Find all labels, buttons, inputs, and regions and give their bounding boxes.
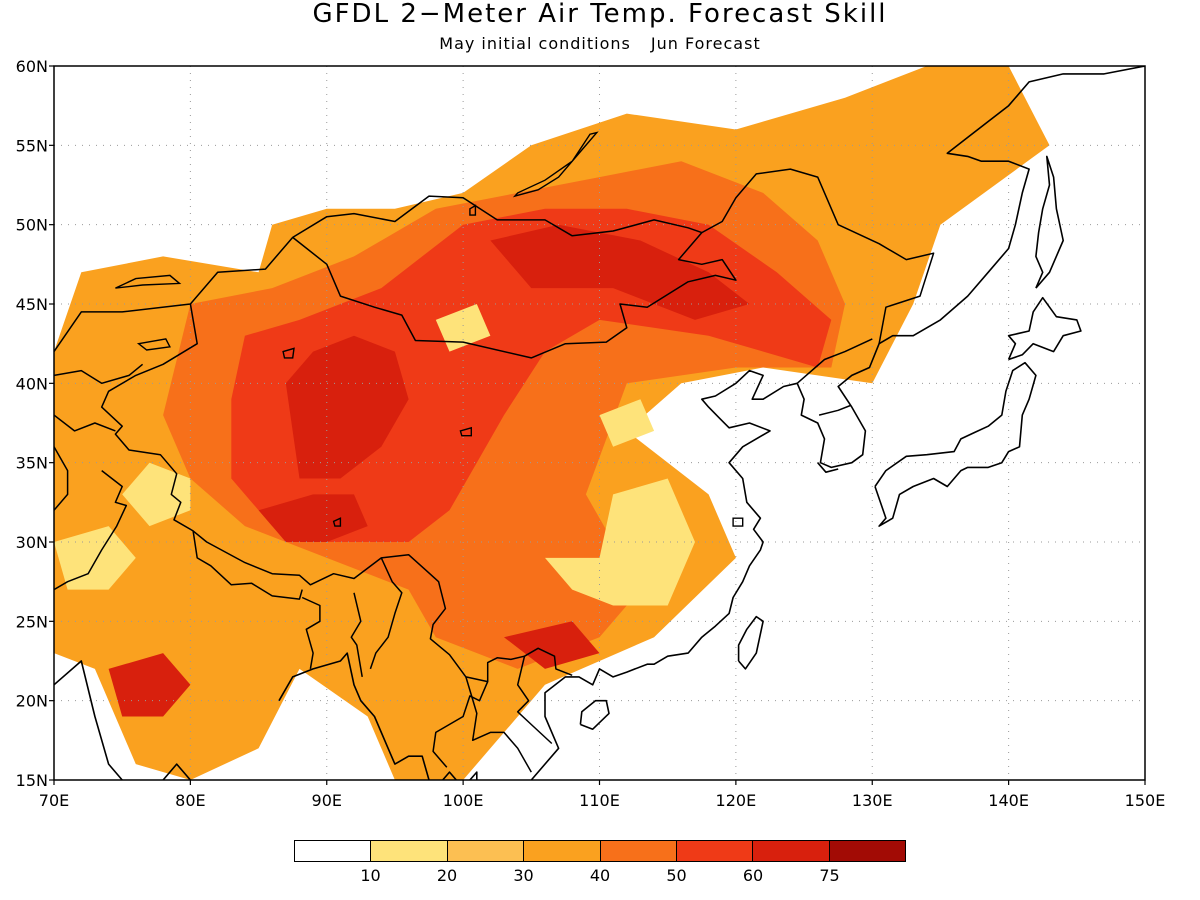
country-border <box>301 596 321 670</box>
lake-outline <box>732 517 744 527</box>
country-border <box>54 470 128 591</box>
x-tick-label: 130E <box>852 791 893 810</box>
country-border <box>54 446 69 512</box>
coastline <box>442 771 457 780</box>
country-border <box>432 681 489 768</box>
legend-label: 10 <box>360 866 381 885</box>
legend-swatch-2 <box>371 841 448 861</box>
legend-label: 60 <box>742 866 764 885</box>
coastline <box>1007 296 1082 361</box>
y-tick-label: 50N <box>16 216 48 235</box>
y-tick-label: 35N <box>16 454 48 473</box>
x-tick-label: 70E <box>39 791 69 810</box>
coastline <box>796 66 1145 469</box>
skill-region-9 <box>545 478 695 606</box>
legend-label: 40 <box>589 866 611 885</box>
skill-region-12 <box>54 526 136 590</box>
y-tick-label: 60N <box>16 57 48 76</box>
y-tick-label: 20N <box>16 692 48 711</box>
coastline <box>579 699 610 731</box>
legend-swatch-4 <box>524 841 601 861</box>
skill-region-13 <box>122 462 191 527</box>
lake-outline <box>282 347 295 359</box>
coastline <box>530 369 798 780</box>
color-legend <box>294 840 906 862</box>
legend-swatch-6 <box>676 841 754 861</box>
longitude-axis: 70E 80E 90E 100E 110E 120E 130E 140E 150E <box>39 780 1166 810</box>
country-border <box>54 414 116 432</box>
lake-outline <box>459 426 472 437</box>
country-border <box>292 232 737 359</box>
map-title: GFDL 2−Meter Air Temp. Forecast Skill <box>312 0 888 29</box>
country-border <box>100 303 573 683</box>
country-border <box>350 592 363 678</box>
skill-region-4 <box>285 335 409 479</box>
legend-swatch-3 <box>447 841 525 861</box>
country-border <box>192 530 303 600</box>
coastline <box>278 652 430 780</box>
skill-region-7 <box>504 621 600 669</box>
y-tick-label: 30N <box>16 533 48 552</box>
coastline <box>162 763 192 780</box>
y-tick-label: 55N <box>16 136 48 155</box>
legend-swatch-5 <box>600 841 677 861</box>
legend-label: 20 <box>436 866 458 885</box>
skill-region-5 <box>490 224 750 320</box>
legend-swatch-7 <box>753 841 830 861</box>
coastline <box>817 462 839 474</box>
lake-outline <box>469 204 477 216</box>
country-border <box>796 338 873 384</box>
country-border <box>516 656 553 745</box>
x-tick-label: 120E <box>716 791 757 810</box>
skill-region-8 <box>108 653 191 717</box>
skill-region-11 <box>599 399 655 447</box>
coastline <box>54 660 123 780</box>
lake-outline <box>136 338 171 351</box>
legend-label: 50 <box>666 866 687 885</box>
country-border <box>818 404 851 416</box>
map-outlines <box>54 66 1145 780</box>
country-border <box>54 168 935 353</box>
lake-outline <box>512 131 599 198</box>
x-tick-label: 110E <box>579 791 620 810</box>
x-tick-label: 80E <box>175 791 205 810</box>
skill-region-6 <box>258 494 368 542</box>
y-tick-label: 40N <box>16 374 48 393</box>
coastline <box>737 615 764 670</box>
x-tick-label: 90E <box>312 791 342 810</box>
skill-region-10 <box>435 304 491 352</box>
lake-outline <box>115 274 182 289</box>
legend-swatch-8 <box>829 841 905 861</box>
x-tick-label: 140E <box>988 791 1029 810</box>
x-tick-label: 100E <box>443 791 484 810</box>
legend-swatch-1 <box>295 841 372 861</box>
subtitle-initial-conditions: May initial conditions <box>439 34 631 53</box>
latitude-axis: 15N 20N 25N 30N 35N 40N 45N 50N 55N 60N <box>16 57 54 790</box>
y-tick-label: 15N <box>16 771 48 790</box>
legend-label: 30 <box>513 866 534 885</box>
y-tick-label: 25N <box>16 612 48 631</box>
x-tick-label: 150E <box>1125 791 1166 810</box>
coastline <box>874 361 1037 527</box>
y-tick-label: 45N <box>16 295 48 314</box>
legend-label: 75 <box>819 866 840 885</box>
lake-outline <box>332 517 342 527</box>
country-border <box>465 676 532 773</box>
gridlines <box>54 66 1145 780</box>
country-border <box>54 363 144 385</box>
subtitle-forecast-month: Jun Forecast <box>650 34 761 53</box>
country-border <box>369 557 403 670</box>
coastline <box>1035 155 1064 289</box>
map-subtitle: May initial conditions Jun Forecast <box>0 34 1200 54</box>
